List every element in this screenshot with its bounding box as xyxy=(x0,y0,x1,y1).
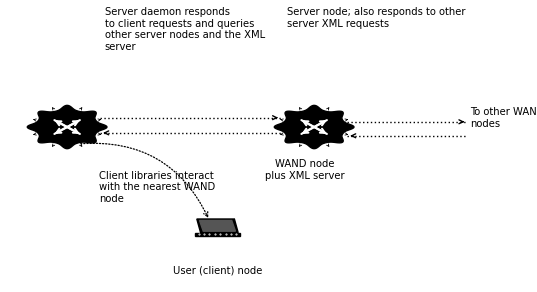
Polygon shape xyxy=(200,220,235,231)
Text: User (client) node: User (client) node xyxy=(173,266,262,276)
Polygon shape xyxy=(197,219,238,233)
Text: Server node; also responds to other
server XML requests: Server node; also responds to other serv… xyxy=(287,7,466,29)
Polygon shape xyxy=(27,105,107,149)
Text: To other WAND
nodes: To other WAND nodes xyxy=(470,107,537,129)
Text: Client libraries interact
with the nearest WAND
node: Client libraries interact with the neare… xyxy=(99,171,215,204)
Text: Server daemon responds
to client requests and queries
other server nodes and the: Server daemon responds to client request… xyxy=(105,7,265,52)
Text: WAND node
plus XML server: WAND node plus XML server xyxy=(265,159,345,181)
Polygon shape xyxy=(195,233,240,236)
Polygon shape xyxy=(274,105,354,149)
